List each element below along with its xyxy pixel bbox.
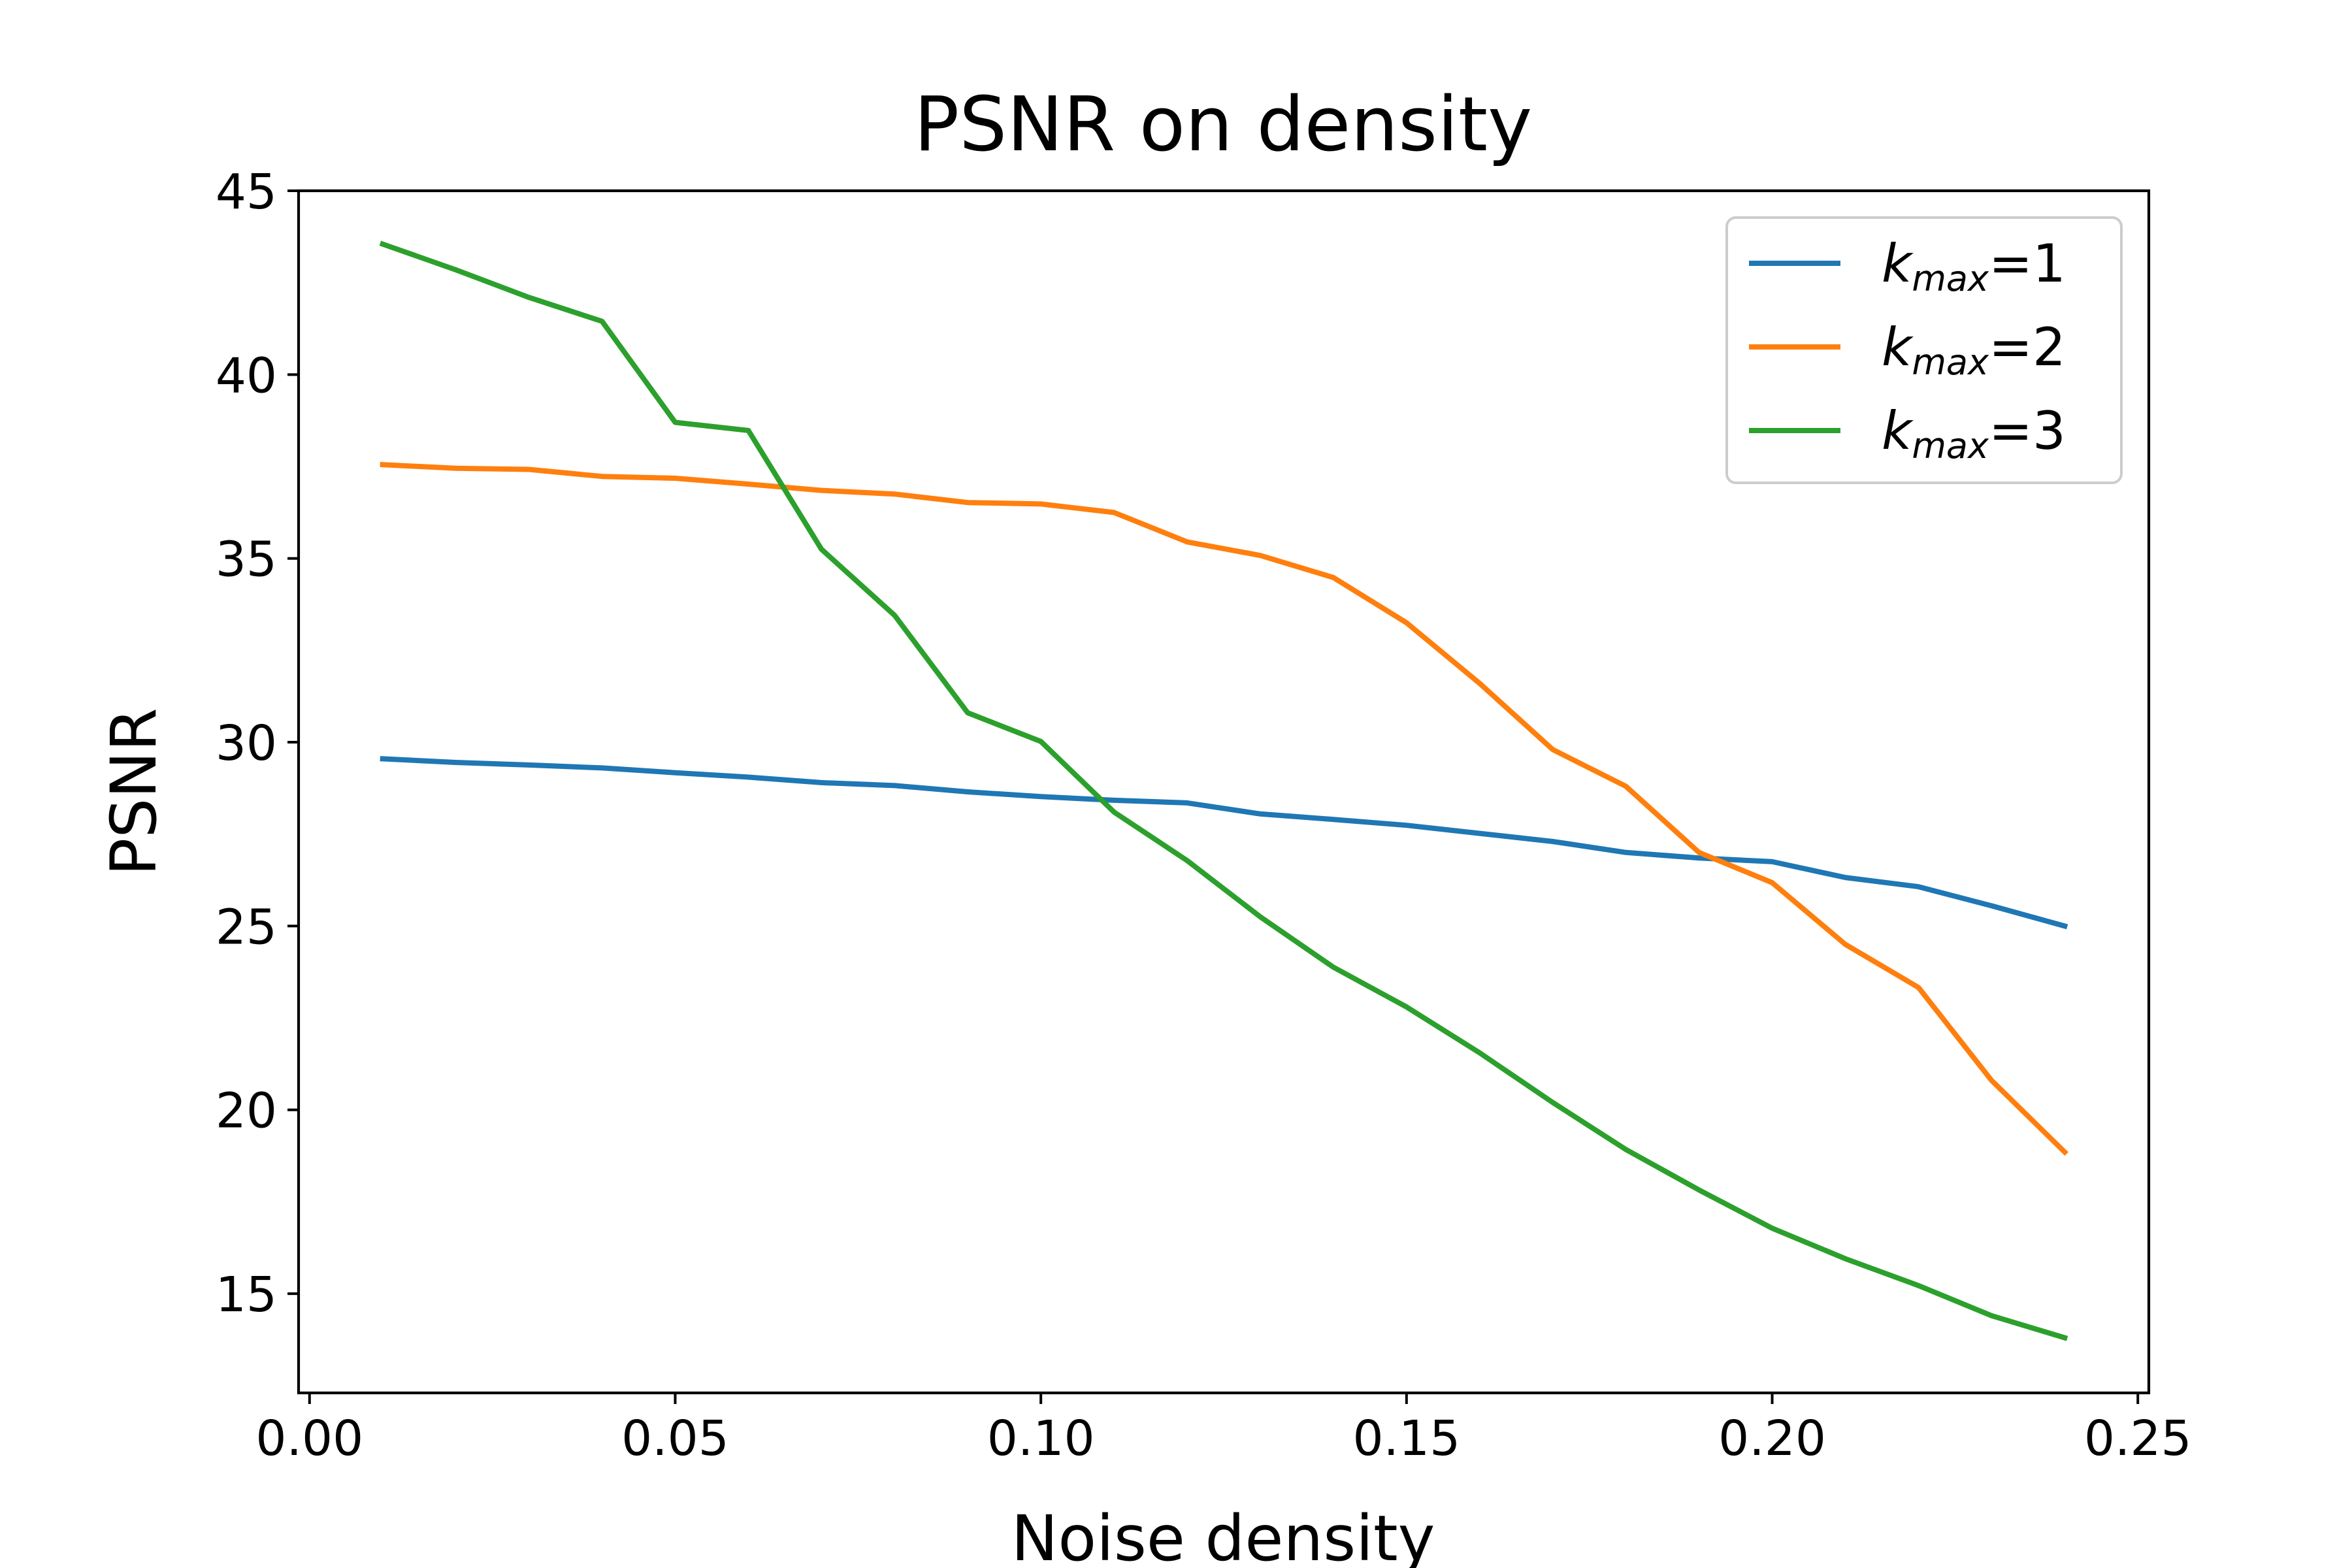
legend: kmax=1 kmax=2 kmax=3 (1725, 216, 2123, 484)
legend-entries: kmax=1 kmax=2 kmax=3 (1749, 233, 2066, 466)
y-tick-label: 20 (216, 1083, 277, 1139)
legend-label-1: kmax=1 (1882, 233, 2066, 299)
x-tick-label: 0.15 (1352, 1411, 1460, 1467)
y-tick-label: 25 (216, 899, 277, 955)
x-tick-label: 0.10 (987, 1411, 1095, 1467)
y-tick-label: 30 (216, 715, 277, 772)
y-axis-label: PSNR (97, 708, 171, 875)
legend-box (1725, 216, 2123, 484)
y-tick-label: 45 (216, 164, 277, 220)
x-axis-ticks: 0.00 0.05 0.10 0.15 0.20 0.25 (255, 1393, 2192, 1467)
y-axis-ticks: 15 20 25 30 35 40 45 (216, 164, 299, 1323)
series-layer (379, 240, 2068, 1341)
chart-title: PSNR on density (914, 81, 1532, 169)
axes-frame (297, 189, 2151, 1395)
y-tick-label: 15 (216, 1267, 277, 1323)
x-tick-label: 0.00 (255, 1411, 363, 1467)
x-tick-label: 0.25 (2084, 1411, 2192, 1467)
x-tick-label: 0.05 (621, 1411, 729, 1467)
series-line-2 (380, 462, 2068, 1156)
legend-label-2: kmax=2 (1882, 317, 2066, 383)
y-tick-label: 35 (216, 532, 277, 588)
plot-area (297, 189, 2151, 1395)
y-tick-label: 40 (216, 348, 277, 404)
x-axis-label: Noise density (1011, 1502, 1435, 1568)
series-line-1 (380, 756, 2068, 930)
series-line-3 (379, 240, 2068, 1341)
x-tick-label: 0.20 (1718, 1411, 1826, 1467)
legend-label-3: kmax=3 (1882, 400, 2066, 466)
